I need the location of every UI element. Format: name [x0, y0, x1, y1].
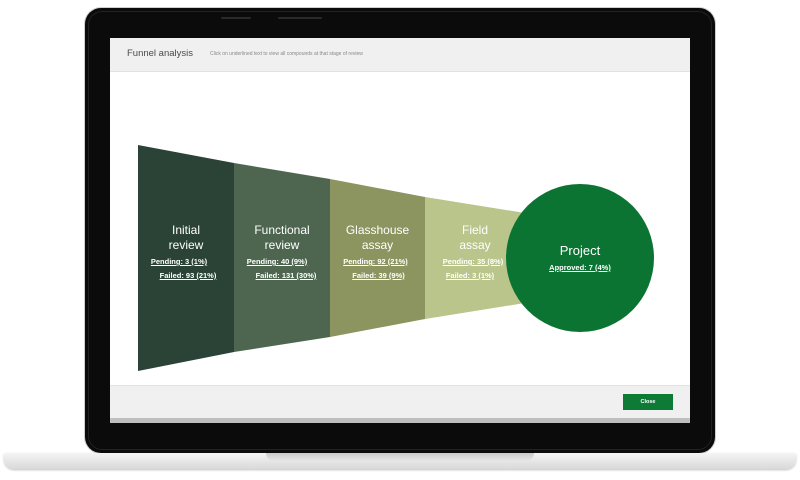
failed-link-glasshouse-assay[interactable]: Failed: 39 (9%) — [352, 271, 405, 280]
failed-link-field-assay[interactable]: Failed: 3 (1%) — [445, 271, 495, 280]
funnel-segment-functional-review — [234, 163, 330, 352]
project-circle — [506, 184, 654, 332]
stage-name-line1: Functional — [254, 223, 310, 237]
camera-sensor-left — [221, 17, 251, 19]
window-header: Funnel analysis Click on underlined text… — [110, 38, 690, 72]
window-footer: Close — [110, 385, 690, 423]
stage-name-line1: Field — [461, 223, 488, 237]
stage-functional-review: Functional review Pending: 40 (9%) Faile… — [234, 223, 330, 281]
pending-link-field-assay[interactable]: Pending: 35 (8%) — [442, 257, 504, 266]
approved-link-project[interactable]: Approved: 7 (4%) — [549, 263, 611, 272]
stage-project: Project Approved: 7 (4%) — [520, 243, 640, 273]
laptop-base — [4, 453, 796, 469]
stage-name-line2: review — [264, 238, 300, 252]
stage-glasshouse-assay: Glasshouse assay Pending: 92 (21%) Faile… — [330, 223, 425, 281]
failed-link-initial-review[interactable]: Failed: 93 (21%) — [159, 271, 217, 280]
stage-name-line2: assay — [361, 238, 394, 252]
failed-link-functional-review[interactable]: Failed: 131 (30%) — [255, 271, 317, 280]
pending-link-functional-review[interactable]: Pending: 40 (9%) — [246, 257, 308, 266]
camera-sensor-right — [278, 17, 322, 19]
project-name: Project — [559, 243, 601, 258]
stage-name-line1: Glasshouse — [345, 223, 410, 237]
funnel-segment-initial-review — [138, 145, 234, 371]
funnel-segment-glasshouse-assay — [330, 179, 425, 337]
pending-link-glasshouse-assay[interactable]: Pending: 92 (21%) — [343, 257, 408, 266]
close-button[interactable]: Close — [623, 394, 673, 410]
stage-initial-review: Initial review Pending: 3 (1%) Failed: 9… — [138, 223, 234, 281]
app-window: Funnel analysis Click on underlined text… — [110, 38, 690, 423]
stage-name-line2: assay — [459, 238, 491, 252]
funnel-chart: Initial review Pending: 3 (1%) Failed: 9… — [110, 71, 690, 385]
funnel-segment-field-assay — [425, 197, 525, 319]
window-hint: Click on underlined text to view all com… — [210, 51, 363, 57]
stage-name-line1: Initial — [171, 223, 200, 237]
pending-link-initial-review[interactable]: Pending: 3 (1%) — [150, 257, 208, 266]
window-bottom-strip — [110, 418, 690, 423]
funnel-shapes — [138, 145, 654, 371]
laptop-notch — [266, 453, 534, 461]
stage-name-line2: review — [168, 238, 204, 252]
window-title: Funnel analysis — [127, 48, 194, 59]
stage-field-assay: Field assay Pending: 35 (8%) Failed: 3 (… — [425, 223, 525, 281]
